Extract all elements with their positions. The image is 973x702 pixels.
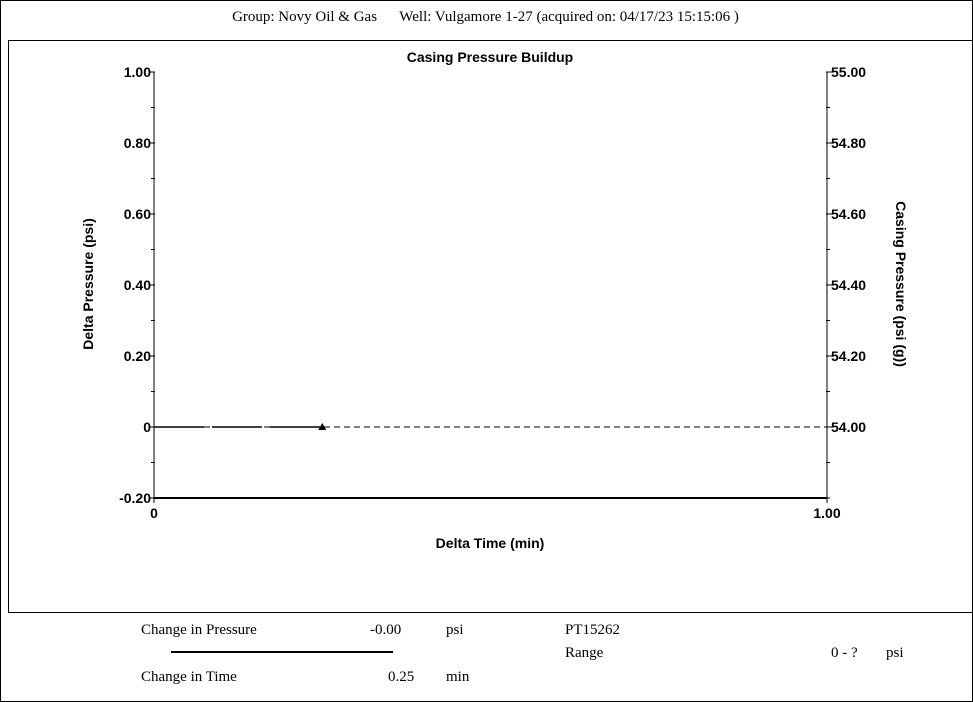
chart-title: Casing Pressure Buildup <box>407 49 573 65</box>
y-tick-label: 0 <box>143 419 151 435</box>
change-pressure-label: Change in Pressure <box>141 622 257 638</box>
y2-tick-label: 55.00 <box>831 64 866 80</box>
well-label: Well: Vulgamore 1-27 (acquired on: 04/17… <box>399 9 739 25</box>
y2-tick-label: 54.60 <box>831 206 866 222</box>
y-tick-label: -0.20 <box>119 490 151 506</box>
triangle-marker <box>318 423 327 430</box>
group-label: Group: Novy Oil & Gas <box>232 9 378 25</box>
change-pressure-value: -0.00 <box>370 622 402 638</box>
right-tick-group: 55.00 54.80 54.60 54.40 54.20 54.00 <box>826 64 866 499</box>
range-label: Range <box>565 645 604 661</box>
change-time-label: Change in Time <box>141 669 237 685</box>
x-tick-label: 1.00 <box>813 505 840 521</box>
y2-axis-label: Casing Pressure (psi (g)) <box>893 201 909 367</box>
plot-frame <box>8 40 972 613</box>
y-tick-label: 0.80 <box>124 135 151 151</box>
x-tick-group: 0 1.00 <box>150 498 841 521</box>
left-tick-group: 1.00 0.80 0.60 0.40 0.20 0 -0.20 <box>119 64 155 506</box>
range-value: 0 - ? <box>831 645 858 661</box>
change-pressure-unit: psi <box>446 622 464 638</box>
change-time-unit: min <box>446 669 470 685</box>
y2-tick-label: 54.80 <box>831 135 866 151</box>
fraction-rule <box>171 651 393 653</box>
sensor-id: PT15262 <box>565 622 621 638</box>
x-tick-label: 0 <box>150 505 158 521</box>
y-tick-label: 0.40 <box>124 277 151 293</box>
y2-tick-label: 54.20 <box>831 348 866 364</box>
y-tick-label: 1.00 <box>124 64 151 80</box>
change-time-value: 0.25 <box>388 669 415 685</box>
report-header: Group: Novy Oil & Gas Well: Vulgamore 1-… <box>0 9 971 26</box>
y-tick-label: 0.60 <box>124 206 151 222</box>
series-group <box>154 423 827 430</box>
x-axis-label: Delta Time (min) <box>436 535 545 551</box>
y-tick-label: 0.20 <box>124 348 151 364</box>
range-unit: psi <box>886 645 904 661</box>
y2-tick-label: 54.40 <box>831 277 866 293</box>
y-axis-label: Delta Pressure (psi) <box>80 218 96 350</box>
y2-tick-label: 54.00 <box>831 419 866 435</box>
